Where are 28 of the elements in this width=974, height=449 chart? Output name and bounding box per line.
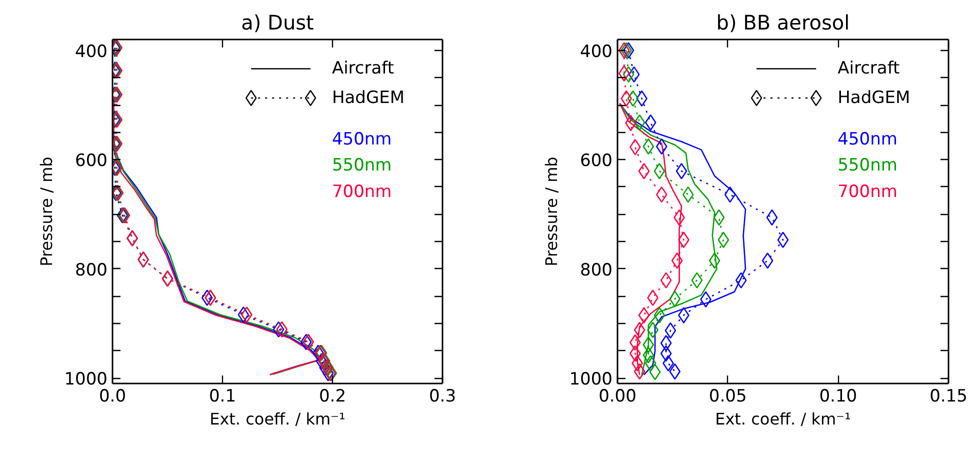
text: 550nm <box>332 156 392 176</box>
y-tick-label: 400 <box>75 42 108 62</box>
y-axis-title: Pressure / mb <box>37 156 56 266</box>
y-tick-label: 600 <box>580 151 613 172</box>
y-axis-title: Pressure / mb <box>542 156 562 266</box>
x-tick-label: 0.10 <box>819 386 858 406</box>
annotation: HadGEM <box>838 88 910 108</box>
y-tick-label: 400 <box>580 42 613 62</box>
chart-title: b) BB aerosol <box>716 10 850 34</box>
text: 700nm <box>332 182 392 202</box>
chart-title: a) Dust <box>241 10 314 34</box>
x-tick-label: 0.05 <box>708 386 747 406</box>
y-tick-label: 800 <box>75 260 108 280</box>
y-tick-label: 600 <box>75 151 108 172</box>
x-tick-label: 0.2 <box>318 386 346 406</box>
y-tick-label: 800 <box>580 260 613 280</box>
annotation: HadGEM <box>332 88 405 108</box>
text: 550nm <box>838 156 898 176</box>
x-tick-label: 0.3 <box>428 386 456 406</box>
x-axis-title: Ext. coeff. / km⁻¹ <box>210 410 346 428</box>
annotation: Aircraft <box>332 58 394 79</box>
text: 450nm <box>332 129 392 150</box>
x-tick-label: 0.1 <box>208 386 236 406</box>
x-axis-title: Ext. coeff. / km⁻¹ <box>715 410 851 428</box>
x-tick-label: 0.15 <box>930 386 968 406</box>
annotation: Aircraft <box>838 58 900 79</box>
text: 700nm <box>838 182 898 202</box>
text: 450nm <box>838 129 898 150</box>
